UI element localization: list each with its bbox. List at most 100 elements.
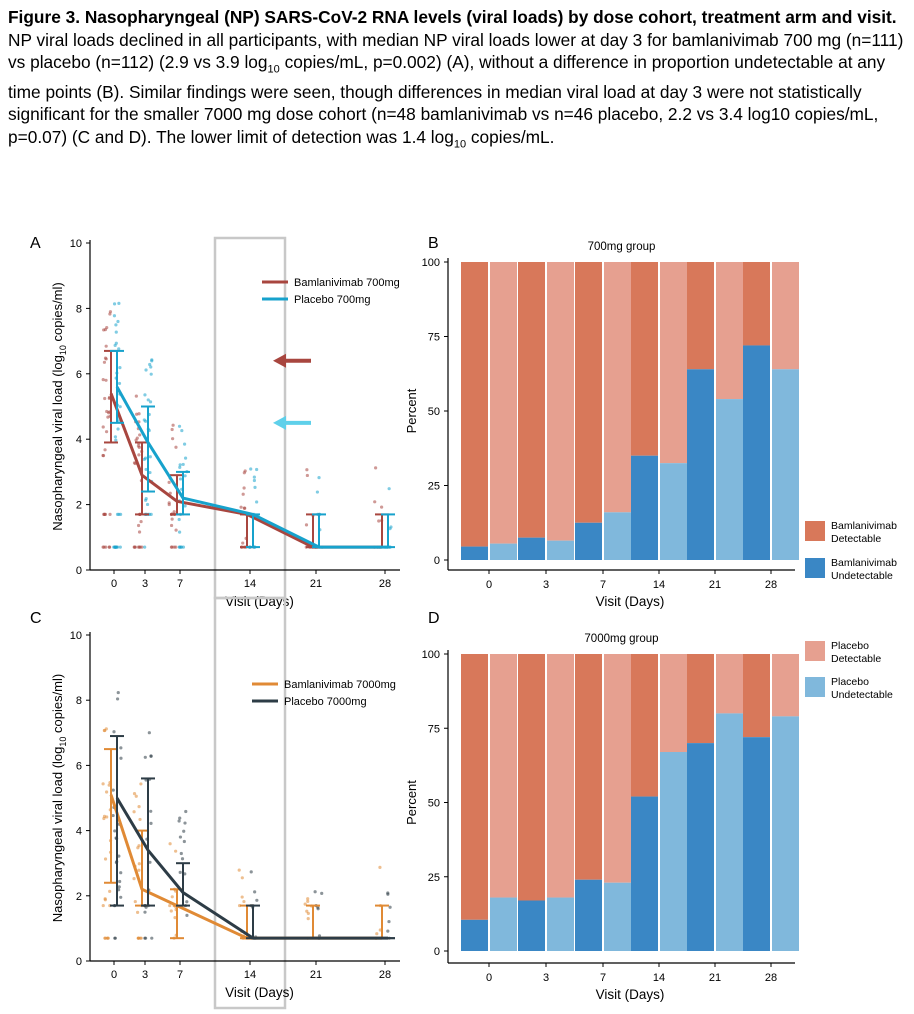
panel-d-y-tick-label: 0 [434, 946, 440, 958]
panel-a-data-point [118, 366, 122, 370]
panel-a-data-point [108, 312, 112, 316]
panel-c-data-point [119, 871, 123, 875]
panel-a-data-point [112, 302, 117, 306]
panel-a-data-point [140, 545, 144, 549]
panel-c-y-axis-label-text: Nasopharyngeal viral load (log [50, 747, 65, 923]
panel-c-data-point [170, 895, 174, 899]
panel-d-x-axis-label: Visit (Days) [596, 987, 665, 1002]
panel-d-bar-bam-detectable [687, 654, 714, 744]
panel-c-data-point [388, 905, 392, 909]
legend-swatch-bam-detect [805, 521, 825, 541]
panel-c-data-point [111, 813, 115, 818]
panel-a-data-point [119, 512, 123, 517]
panel-a-data-point [113, 343, 117, 347]
panel-a-data-point [387, 487, 391, 491]
panel-a-data-point [149, 372, 153, 376]
panel-a-y-tick-label: 10 [70, 238, 82, 250]
panel-b-bar-bam-detectable [575, 262, 602, 523]
panel-d-chart: 7000mg group 0 25 50 75 100 Percent 0 3 7 14 21 28 Vi… [404, 633, 799, 1002]
panel-d-bar-placebo-detectable [547, 654, 574, 898]
panel-c-data-point [178, 870, 182, 874]
panel-c-y-tick-label: 4 [76, 826, 82, 838]
panel-a-data-point [102, 360, 107, 364]
panel-a-data-point [239, 505, 243, 509]
panel-a-legend-label: Bamlanivimab 700mg [294, 277, 400, 289]
panel-a-data-point [178, 477, 183, 481]
panel-c-data-point [143, 755, 147, 759]
panel-a-data-point [374, 466, 378, 470]
panel-a-data-point [114, 330, 118, 334]
panel-a-data-point [148, 470, 152, 475]
panel-c-data-point [237, 868, 241, 872]
panel-a-data-point [181, 462, 185, 467]
panel-a-x-tick-label: 14 [244, 578, 256, 590]
panel-c-data-point [134, 794, 138, 798]
panel-d-y-tick-label: 75 [428, 723, 440, 735]
panel-a-data-point [315, 490, 320, 494]
panel-b-y-axis-label: Percent [404, 388, 419, 433]
panel-d-x-tick-label: 3 [543, 972, 549, 984]
panel-a-data-point [249, 467, 253, 471]
panel-d-bar-bam-undetectable [518, 900, 545, 951]
panel-a-data-point [103, 512, 107, 517]
panel-c-x-tick-label: 28 [379, 969, 391, 981]
panel-a-data-point [170, 427, 174, 432]
panel-c-data-point [137, 936, 141, 940]
panel-c-data-point [149, 809, 153, 813]
panel-a-data-point [115, 512, 120, 517]
panel-a-x-tick-label: 0 [111, 578, 117, 590]
panel-d-x-tick-label: 21 [709, 972, 721, 984]
panel-b-x-axis-label: Visit (Days) [596, 594, 665, 609]
panel-c-data-point [240, 876, 244, 880]
panel-a-data-point [138, 433, 142, 437]
panel-a-data-point [101, 545, 105, 549]
panel-a-data-point [104, 344, 108, 348]
panel-c-data-point [249, 870, 253, 874]
panel-a-data-point [172, 545, 176, 549]
panel-a-data-point [103, 396, 107, 401]
panel-c-data-point [306, 897, 310, 901]
panel-a-data-point [183, 456, 188, 460]
panel-c-y-tick-label: 10 [70, 630, 82, 642]
panel-a-data-point [252, 475, 256, 479]
panel-a-data-point [132, 461, 137, 465]
panel-c-data-point [180, 857, 185, 861]
panel-b-y-tick-label: 100 [422, 257, 440, 269]
panel-a-y-tick-label: 4 [76, 434, 82, 446]
panel-b-bar-bam-detectable [687, 262, 714, 370]
panel-a-data-point [116, 427, 120, 431]
panel-a-data-point [241, 541, 245, 545]
panel-a-data-point [177, 424, 182, 428]
panel-a-data-point [172, 510, 176, 514]
legend-swatch-bam-undetect [805, 558, 825, 578]
panel-a-data-point [148, 455, 152, 459]
caption-text-3: copies/mL. [466, 126, 555, 147]
panel-c-data-point [168, 842, 172, 846]
panel-a-data-point [180, 428, 184, 433]
panel-b-bar-bam-undetectable [461, 546, 488, 560]
panel-b-chart: 700mg group 0 25 50 75 100 Percent 0 3 7 14 21 28 Vis… [404, 241, 799, 609]
panel-b-bar-bam-detectable [461, 262, 488, 547]
panel-d-bar-bam-detectable [518, 654, 545, 901]
panel-c-data-point [115, 697, 120, 701]
panel-a-data-point [137, 445, 141, 449]
panel-a-data-point [143, 419, 148, 423]
caption-text-1: NP viral loads declined in all participa… [8, 29, 904, 73]
panel-c-data-point [386, 891, 390, 895]
panel-c-x-tick-label: 0 [111, 969, 117, 981]
panel-c-data-point [305, 909, 309, 913]
panel-a-y-axis-label-text: Nasopharyngeal viral load (log [50, 355, 65, 531]
panel-a-y-axis-label-unit: copies/ml) [50, 282, 65, 345]
panel-b-bar-bam-undetectable [743, 345, 770, 560]
panel-b-x-tick-label: 0 [486, 579, 492, 591]
panel-a-data-point [104, 378, 108, 382]
panel-a-data-point [181, 545, 186, 549]
panel-a-data-point [377, 519, 381, 523]
panel-a-data-point [146, 398, 150, 402]
panel-a-data-point [101, 425, 105, 429]
panel-c-data-point [119, 895, 123, 899]
panel-c-data-point [173, 916, 177, 920]
panel-b-title: 700mg group [588, 241, 656, 253]
panel-d-x-tick-label: 14 [653, 972, 665, 984]
panel-label-d: D [428, 610, 440, 627]
